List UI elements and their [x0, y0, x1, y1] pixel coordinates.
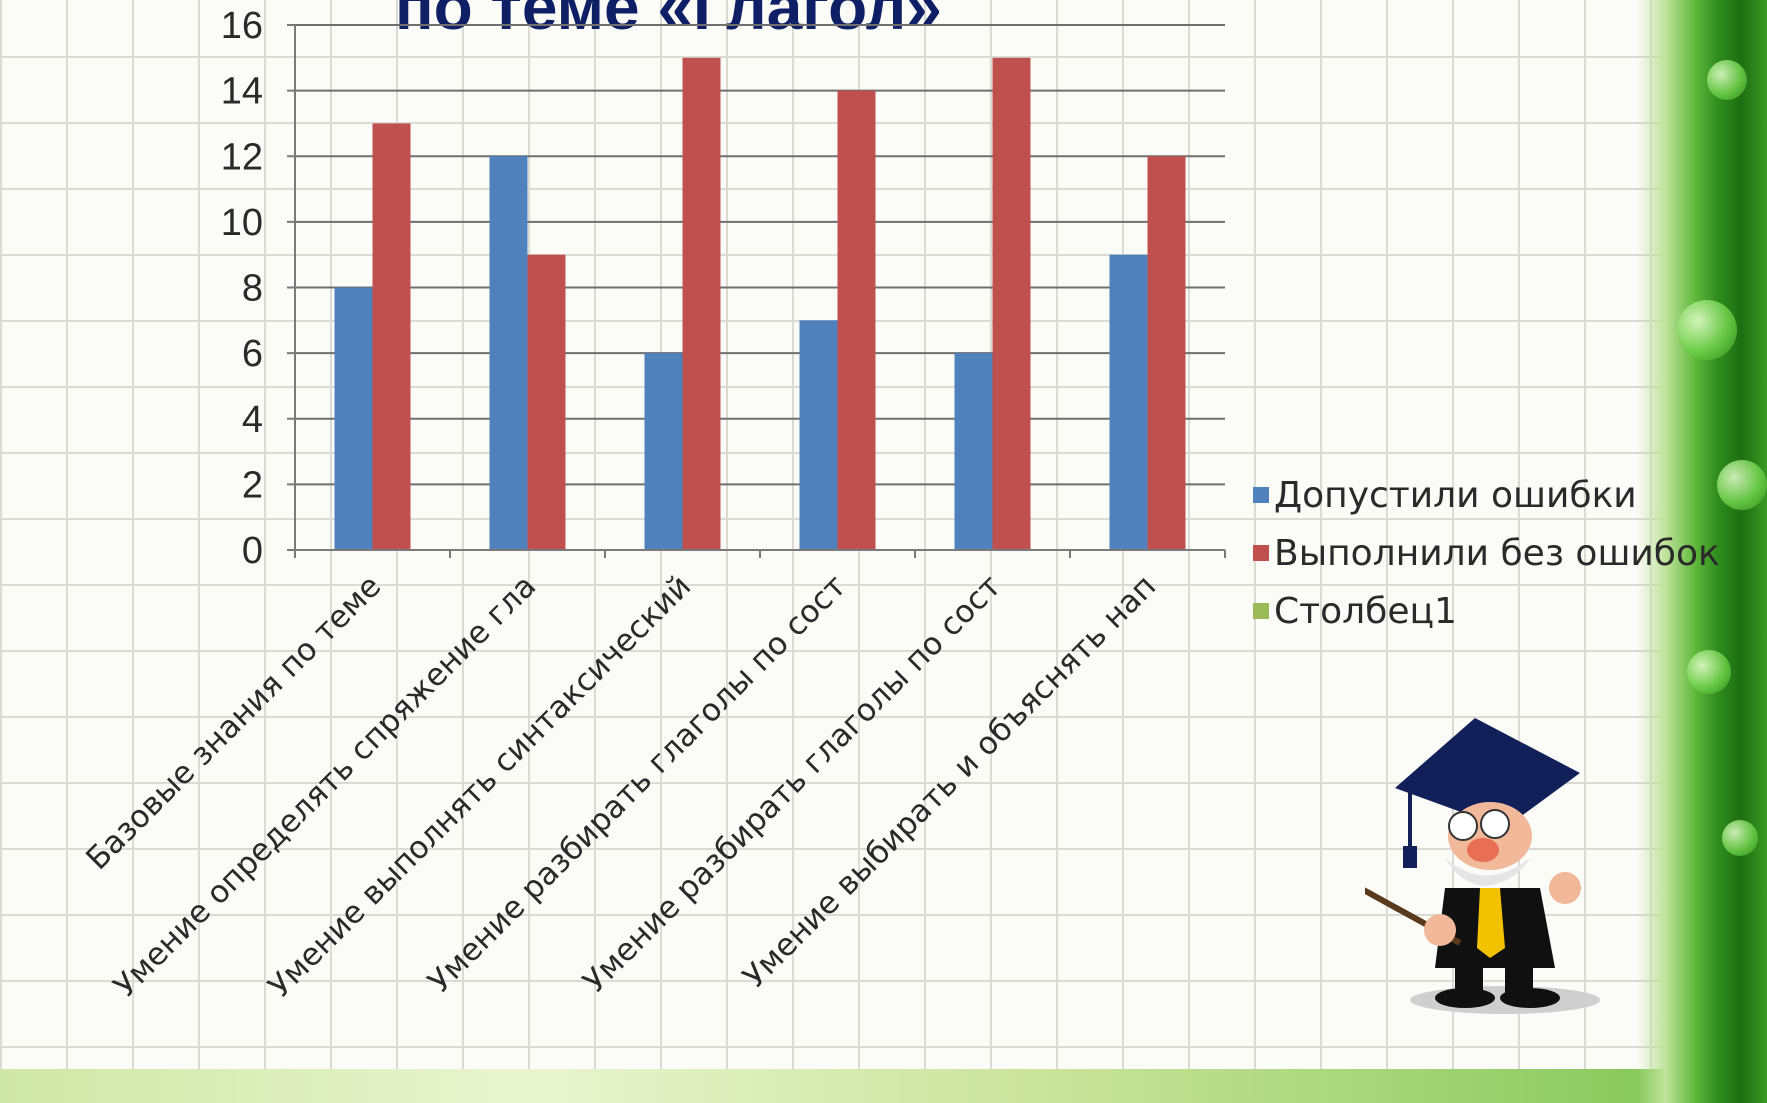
axes: [287, 24, 1226, 558]
y-tick-label: 0: [242, 530, 263, 572]
y-tick-label: 16: [221, 5, 263, 47]
bars: [334, 57, 1186, 550]
legend-label: Допустили ошибки: [1274, 474, 1637, 516]
decor-bubble: [1717, 460, 1767, 510]
bar-series-1: [954, 353, 993, 550]
bar-series-2: [682, 57, 721, 550]
chart-legend: Допустили ошибки Выполнили без ошибок Стол…: [1253, 466, 1720, 640]
y-tick-label: 12: [221, 136, 263, 178]
decor-bubble: [1707, 60, 1747, 100]
slide-right-border: [1637, 0, 1767, 1103]
y-tick-label: 8: [242, 268, 263, 310]
legend-swatch: [1253, 603, 1269, 619]
legend-item: Столбец1: [1253, 582, 1720, 640]
bar-series-2: [992, 57, 1031, 550]
professor-mascot-image: [1365, 718, 1600, 1014]
legend-swatch: [1253, 487, 1269, 503]
legend-item: Выполнили без ошибок: [1253, 524, 1720, 582]
bar-series-2: [1147, 156, 1186, 550]
chart-title: по теме «Глагол»: [395, 0, 942, 43]
bar-series-1: [1109, 254, 1148, 550]
bar-series-1: [334, 287, 373, 550]
y-tick-label: 4: [242, 399, 263, 441]
bar-series-1: [799, 320, 838, 550]
bar-series-2: [527, 254, 566, 550]
y-tick-label: 6: [242, 333, 263, 375]
gridlines: [295, 24, 1225, 486]
slide-bottom-border: [0, 1069, 1767, 1103]
bar-series-2: [837, 90, 876, 550]
legend-swatch: [1253, 545, 1269, 561]
bar-series-2: [372, 123, 411, 550]
y-tick-label: 2: [242, 464, 263, 506]
decor-bubble: [1687, 650, 1731, 694]
legend-item: Допустили ошибки: [1253, 466, 1720, 524]
y-tick-label: 10: [221, 202, 263, 244]
decor-bubble: [1677, 300, 1737, 360]
legend-label: Выполнили без ошибок: [1274, 532, 1720, 574]
bar-series-1: [489, 156, 528, 550]
decor-bubble: [1722, 820, 1758, 856]
y-tick-label: 14: [221, 71, 263, 113]
bar-series-1: [644, 353, 683, 550]
legend-label: Столбец1: [1274, 590, 1457, 632]
x-category-label: Базовые знания по теме: [79, 568, 388, 877]
